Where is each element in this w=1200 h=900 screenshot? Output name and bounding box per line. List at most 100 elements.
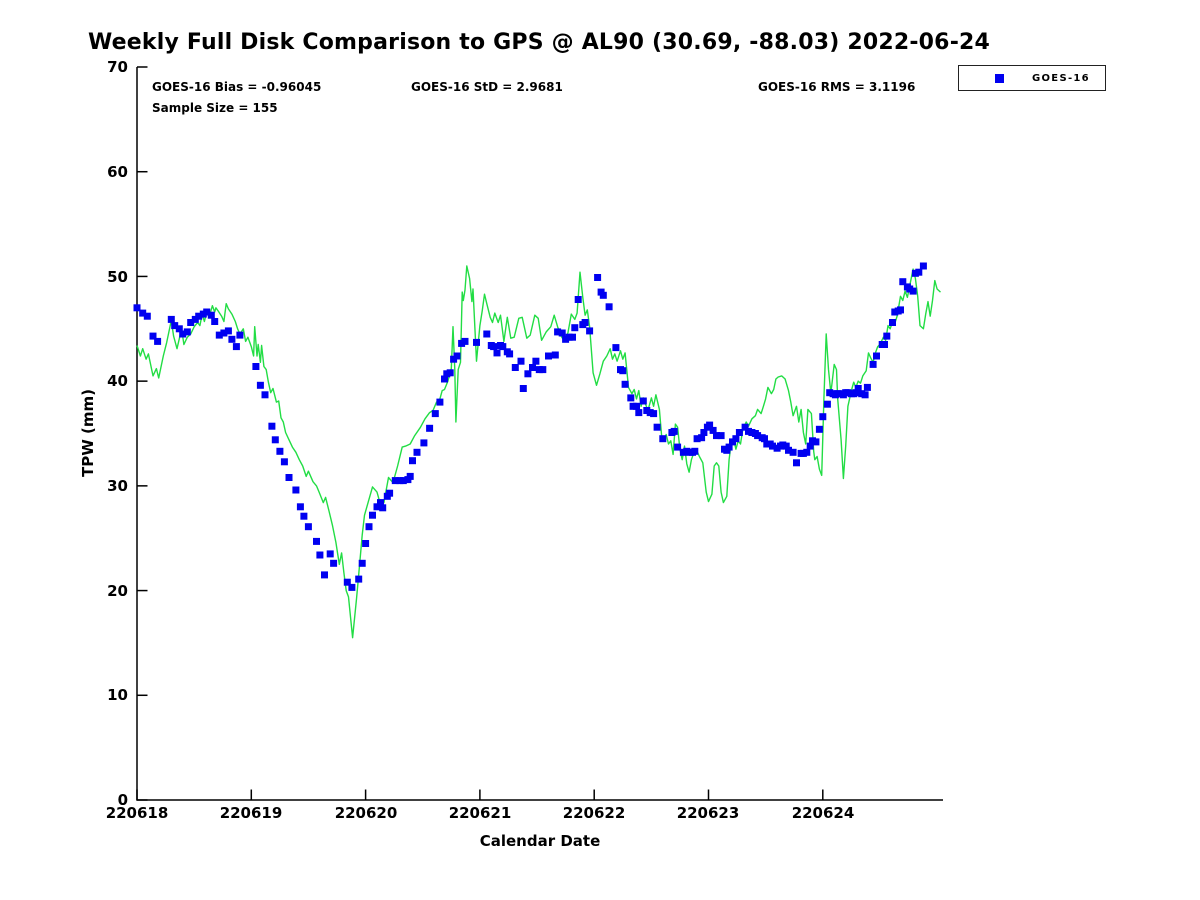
goes16-marker	[612, 344, 620, 352]
goes16-marker	[431, 410, 439, 418]
goes16-marker	[268, 422, 276, 430]
goes16-marker	[154, 337, 162, 345]
goes16-marker	[709, 426, 717, 434]
goes16-marker	[819, 413, 827, 421]
goes16-marker	[659, 435, 667, 443]
goes16-marker	[183, 328, 191, 336]
goes16-marker	[717, 432, 725, 440]
goes16-marker	[236, 331, 244, 339]
x-axis-label: Calendar Date	[479, 832, 601, 850]
goes16-marker	[635, 409, 643, 417]
goes16-marker	[782, 442, 790, 450]
goes16-marker	[313, 537, 320, 545]
goes16-marker	[285, 474, 293, 481]
ytick-label-30: 30	[107, 477, 128, 495]
goes16-marker	[149, 332, 157, 340]
goes16-marker	[187, 319, 195, 326]
goes16-marker	[897, 306, 904, 314]
goes16-marker	[815, 425, 823, 433]
goes16-marker	[203, 308, 211, 316]
goes16-marker	[639, 397, 647, 405]
goes16-marker	[569, 333, 576, 341]
goes16-marker	[304, 523, 312, 531]
goes16-marker	[343, 578, 351, 586]
goes16-marker	[735, 429, 743, 436]
goes16-marker	[224, 327, 232, 335]
goes16-marker	[769, 442, 776, 450]
goes16-marker	[674, 443, 682, 451]
goes16-marker	[899, 278, 907, 286]
goes16-marker	[232, 343, 240, 351]
goes16-marker	[873, 352, 880, 360]
goes16-marker	[653, 423, 661, 431]
goes16-marker	[621, 380, 629, 388]
goes16-marker	[348, 583, 356, 591]
goes16-marker	[436, 398, 444, 406]
goes16-marker	[551, 351, 559, 359]
goes16-marker	[139, 309, 147, 317]
goes16-marker	[915, 268, 923, 276]
goes16-marker	[261, 391, 269, 399]
gps-line	[136, 265, 941, 639]
xtick-label-220624: 220624	[791, 804, 855, 822]
goes16-marker	[326, 550, 334, 558]
goes16-marker	[693, 435, 701, 443]
goes16-marker	[499, 343, 507, 351]
goes16-marker	[909, 287, 917, 295]
goes16-marker	[373, 503, 381, 511]
goes16-marker	[919, 262, 927, 270]
goes16-marker	[863, 383, 871, 391]
goes16-marker	[594, 274, 602, 281]
goes16-marker	[599, 291, 607, 299]
goes16-marker	[725, 443, 733, 451]
goes16-marker	[280, 458, 288, 466]
goes16-marker	[133, 304, 141, 312]
goes16-marker	[571, 324, 579, 332]
goes16-marker	[881, 341, 888, 348]
goes16-marker	[228, 335, 236, 343]
legend-label: GOES-16	[1032, 72, 1090, 84]
xtick-label-220618: 220618	[105, 804, 169, 822]
xtick-label-220619: 220619	[219, 804, 283, 822]
goes16-marker	[586, 327, 594, 335]
goes16-marker	[420, 439, 428, 447]
goes16-marker	[358, 559, 366, 567]
goes16-marker	[869, 360, 877, 368]
xtick-label-220620: 220620	[334, 804, 398, 822]
goes16-marker	[386, 489, 394, 497]
goes16-marker	[806, 442, 814, 450]
goes16-marker	[377, 499, 384, 507]
goes16-marker	[812, 438, 820, 446]
goes16-marker	[321, 571, 328, 579]
ytick-label-40: 40	[107, 372, 128, 390]
goes16-marker	[793, 459, 800, 467]
xtick-label-220621: 220621	[448, 804, 512, 822]
goes16-marker	[706, 421, 714, 429]
goes16-marker	[854, 385, 862, 392]
goes16-marker	[453, 352, 461, 360]
goes16-marker	[296, 503, 304, 511]
goes16-marker	[545, 352, 552, 360]
legend: GOES-16	[958, 65, 1106, 91]
ytick-label-20: 20	[107, 582, 128, 600]
stat-bias: GOES-16 Bias = -0.96045	[152, 80, 322, 94]
goes16-marker	[574, 296, 582, 303]
goes16-marker	[691, 447, 699, 455]
goes16-square-marker-icon	[995, 73, 1004, 83]
goes16-marker	[143, 312, 151, 320]
goes16-marker	[627, 394, 635, 402]
goes16-marker	[883, 332, 891, 340]
ytick-label-50: 50	[107, 268, 128, 286]
goes16-marker	[220, 329, 228, 337]
goes16-marker	[195, 312, 203, 320]
stat-rms: GOES-16 RMS = 3.1196	[758, 80, 916, 94]
goes16-marker	[355, 575, 363, 583]
goes16-marker	[823, 400, 831, 408]
ytick-label-60: 60	[107, 163, 128, 181]
y-axis-label: TPW (mm)	[79, 389, 97, 477]
goes16-marker	[292, 486, 300, 494]
goes16-marker	[558, 329, 566, 337]
ytick-label-10: 10	[107, 686, 128, 704]
